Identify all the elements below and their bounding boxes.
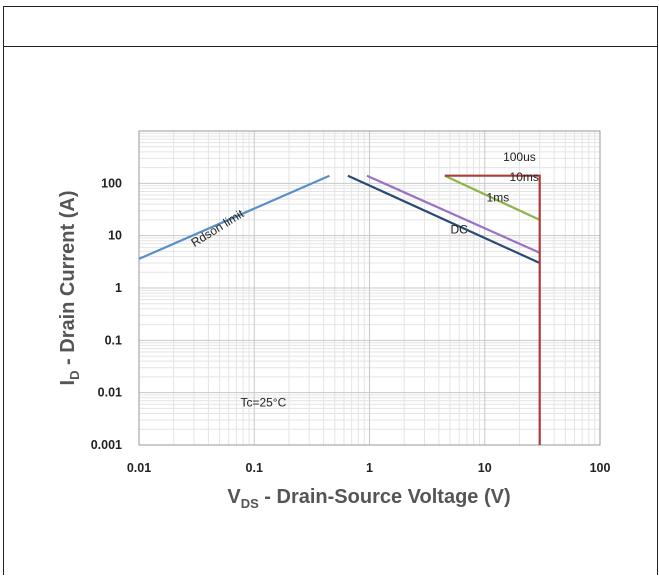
series-line-100us <box>444 174 541 445</box>
x-tick-label: 1 <box>366 461 373 475</box>
x-axis-title-rest: - Drain-Source Voltage (V) <box>259 486 511 508</box>
y-tick-label: 10 <box>108 229 122 243</box>
x-axis-title-sub: DS <box>241 496 259 511</box>
curve-label-10ms: 10ms <box>510 170 539 184</box>
y-tick-label: 0.001 <box>91 438 122 452</box>
series-line-1ms <box>366 174 541 254</box>
y-tick-label: 0.01 <box>98 386 122 400</box>
x-tick-label: 0.1 <box>246 461 263 475</box>
x-tick-label: 10 <box>478 461 492 475</box>
curve-label-1ms: 1ms <box>487 190 510 204</box>
curve-label-dc: DC <box>451 223 469 237</box>
curve-label-100us: 100us <box>503 150 536 164</box>
y-tick-label: 100 <box>101 176 122 190</box>
x-axis-title: VDS - Drain-Source Voltage (V) <box>227 486 510 511</box>
series-line-dc <box>347 174 541 265</box>
series-layer <box>138 174 541 445</box>
y-axis-title-main: I <box>57 380 79 386</box>
y-tick-label: 0.1 <box>105 333 122 347</box>
y-axis-title: ID - Drain Current (A) <box>57 191 82 386</box>
series-line-10ms <box>444 174 541 221</box>
temperature-annotation: Tc=25°C <box>240 395 286 409</box>
y-axis-title-rest: - Drain Current (A) <box>57 191 79 371</box>
x-tick-labels: 0.01 0.1 1 10 100 <box>127 461 611 475</box>
series-line-rdson-limit <box>138 174 330 260</box>
x-tick-label: 100 <box>590 461 611 475</box>
x-tick-label: 0.01 <box>127 461 151 475</box>
header-divider <box>3 46 658 47</box>
y-axis-title-sub: D <box>67 371 82 380</box>
x-axis-title-main: V <box>227 486 241 508</box>
y-tick-label: 1 <box>115 281 122 295</box>
plot-border <box>138 130 601 446</box>
page-frame <box>3 6 658 575</box>
y-tick-labels: 0.001 0.01 0.1 1 10 100 <box>91 176 122 452</box>
